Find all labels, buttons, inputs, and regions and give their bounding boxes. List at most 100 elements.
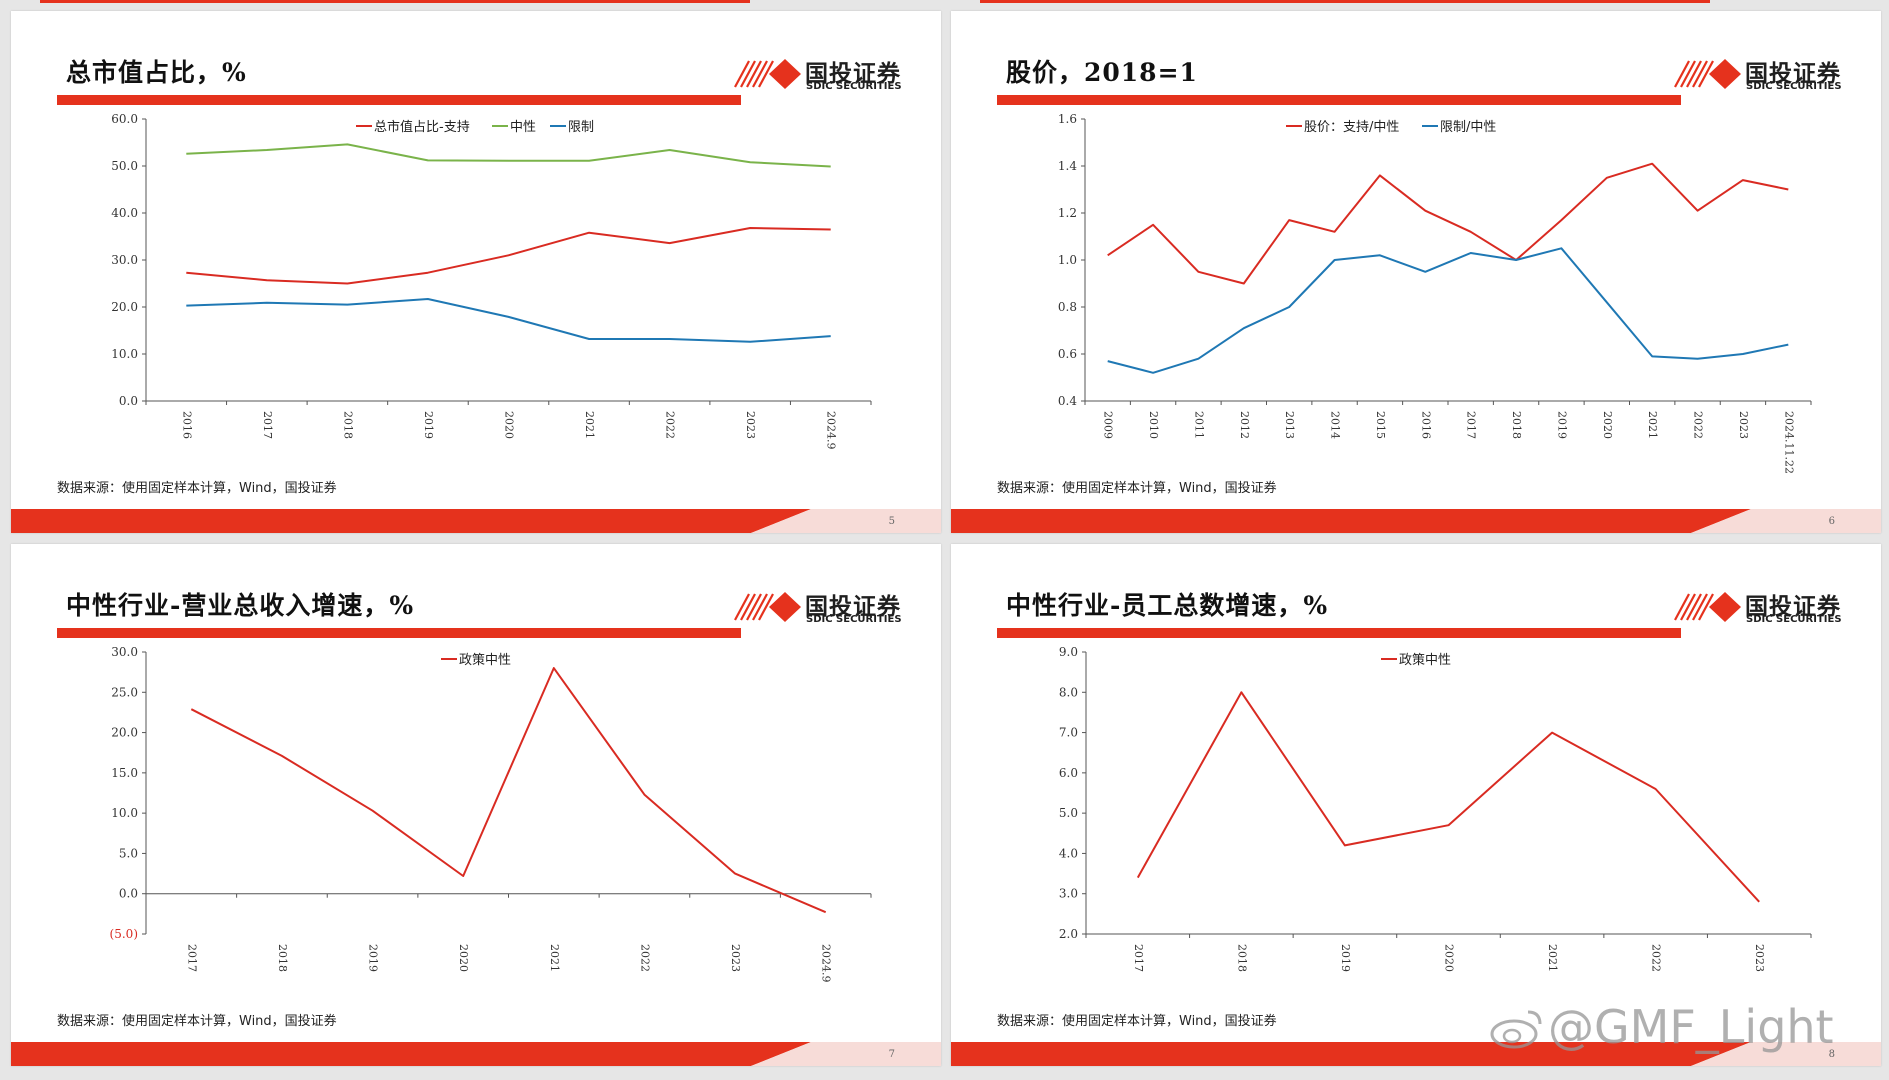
slide-title: 股价，2018=1 xyxy=(1006,58,1198,87)
x-tick-label: 2022 xyxy=(1650,944,1663,972)
y-tick-label: 7.0 xyxy=(1059,726,1078,740)
x-tick-label: 2020 xyxy=(1443,944,1456,972)
y-tick-label: 10.0 xyxy=(111,806,138,820)
y-tick-label: 4.0 xyxy=(1059,846,1078,860)
y-tick-label: 2.0 xyxy=(1059,927,1078,941)
bottom-bar xyxy=(951,1042,1881,1066)
x-tick-label: 2023 xyxy=(744,411,757,439)
x-tick-label: 2021 xyxy=(548,944,561,972)
logo-en-text: SDIC SECURITIES xyxy=(806,614,902,625)
y-tick-label: 20.0 xyxy=(111,300,138,314)
series-line xyxy=(186,227,831,285)
page-number: 5 xyxy=(888,516,895,527)
sdic-logo-mark xyxy=(734,59,801,89)
data-source: 数据来源：使用固定样本计算，Wind，国投证券 xyxy=(997,1014,1277,1029)
slide-4: 中性行业-员工总数增速，% 国投证券 SDIC SECURITIES 2.0 3.… xyxy=(951,544,1881,1066)
x-tick-label: 2013 xyxy=(1283,411,1296,439)
series-line xyxy=(1107,247,1789,374)
x-tick-label: 2018 xyxy=(1235,944,1248,972)
y-tick-label: 10.0 xyxy=(111,347,138,361)
y-tick-label: 1.2 xyxy=(1058,206,1077,220)
logo-en-text: SDIC SECURITIES xyxy=(806,81,902,92)
title-underline-bar xyxy=(997,95,1681,105)
logo-cn-text: 国投证券 xyxy=(1745,61,1841,87)
sdic-logo: 国投证券 SDIC SECURITIES xyxy=(733,590,923,628)
series-line xyxy=(1136,691,1760,903)
x-tick-label: 2010 xyxy=(1147,411,1160,439)
series-line xyxy=(1107,162,1789,285)
y-tick-label: 0.0 xyxy=(119,887,138,901)
slide-title: 中性行业-员工总数增速，% xyxy=(1006,591,1329,620)
y-tick-label: 30.0 xyxy=(111,645,138,659)
y-tick-label: 5.0 xyxy=(119,846,138,860)
slide-title: 中性行业-营业总收入增速，% xyxy=(66,591,415,620)
y-tick-label: 0.6 xyxy=(1058,347,1077,361)
x-tick-label: 2019 xyxy=(1555,411,1568,439)
chart-stock-price-index: 0.4 0.6 0.8 1.0 1.2 1.4 1.6 2009 2010 2011 2012 201… xyxy=(1058,112,1812,474)
legend-label: 限制 xyxy=(568,120,594,135)
series-line xyxy=(186,143,831,168)
y-tick-label: 50.0 xyxy=(111,159,138,173)
y-tick-label: 3.0 xyxy=(1059,887,1078,901)
logo-en-text: SDIC SECURITIES xyxy=(1746,81,1842,92)
sdic-logo-mark xyxy=(1674,592,1741,622)
x-tick-label: 2019 xyxy=(422,411,435,439)
legend-label: 股价：支持/中性 xyxy=(1304,120,1399,135)
x-tick-label: 2015 xyxy=(1374,411,1387,439)
logo-en-text: SDIC SECURITIES xyxy=(1746,614,1842,625)
x-tick-label: 2022 xyxy=(1692,411,1705,439)
page-number: 8 xyxy=(1828,1049,1835,1060)
chart-employee-growth: 2.0 3.0 4.0 5.0 6.0 7.0 8.0 9.0 2017 2018 2019 2020… xyxy=(1059,645,1812,972)
x-tick-label: 2017 xyxy=(261,411,274,439)
y-tick-label: 5.0 xyxy=(1059,806,1078,820)
slide-title: 总市值占比，% xyxy=(66,58,247,87)
x-tick-label: 2023 xyxy=(729,944,742,972)
x-tick-label: 2023 xyxy=(1737,411,1750,439)
x-tick-label: 2022 xyxy=(638,944,651,972)
legend-label: 限制/中性 xyxy=(1440,120,1496,135)
x-tick-label: 2018 xyxy=(341,411,354,439)
logo-cn-text: 国投证券 xyxy=(1745,594,1841,620)
x-tick-label: 2016 xyxy=(1419,411,1432,439)
bottom-bar xyxy=(11,509,941,533)
legend-label: 总市值占比-支持 xyxy=(374,119,470,135)
x-tick-label: 2016 xyxy=(180,411,193,439)
title-underline-bar xyxy=(57,628,741,638)
data-source: 数据来源：使用固定样本计算，Wind，国投证券 xyxy=(997,481,1277,496)
series-line xyxy=(186,298,831,343)
x-tick-label: 2021 xyxy=(583,411,596,439)
x-tick-label: 2020 xyxy=(503,411,516,439)
slide-3: 中性行业-营业总收入增速，% 国投证券 SDIC SECURITIES (5.0… xyxy=(11,544,941,1066)
x-tick-label: 2018 xyxy=(276,944,289,972)
y-tick-label: 60.0 xyxy=(111,112,138,126)
y-tick-label: 9.0 xyxy=(1059,645,1078,659)
y-tick-label: 1.0 xyxy=(1058,253,1077,267)
y-tick-label: 8.0 xyxy=(1059,685,1078,699)
x-tick-label: 2012 xyxy=(1238,411,1251,439)
title-underline-bar xyxy=(997,628,1681,638)
x-tick-label: 2021 xyxy=(1646,411,1659,439)
y-tick-label: 1.4 xyxy=(1058,159,1077,173)
y-tick-label: (5.0) xyxy=(110,927,138,941)
sdic-logo: 国投证券 SDIC SECURITIES xyxy=(1673,590,1863,628)
x-tick-label: 2024.9 xyxy=(825,411,838,450)
y-tick-label: 15.0 xyxy=(111,766,138,780)
sdic-logo-mark xyxy=(1674,59,1741,89)
y-tick-label: 1.6 xyxy=(1058,112,1077,126)
bottom-bar xyxy=(951,509,1881,533)
x-tick-label: 2020 xyxy=(1601,411,1614,439)
weibo-icon xyxy=(1490,1010,1542,1049)
data-source: 数据来源：使用固定样本计算，Wind，国投证券 xyxy=(57,1014,337,1029)
x-tick-label: 2017 xyxy=(1132,944,1145,972)
slide-2: 股价，2018=1 国投证券 SDIC SECURITIES 0.4 0.6 0.8… xyxy=(951,11,1881,533)
y-tick-label: 6.0 xyxy=(1059,766,1078,780)
sdic-logo: 国投证券 SDIC SECURITIES xyxy=(733,57,923,95)
y-tick-label: 0.4 xyxy=(1058,394,1077,408)
sdic-logo-mark xyxy=(734,592,801,622)
logo-cn-text: 国投证券 xyxy=(805,61,901,87)
legend-label: 政策中性 xyxy=(459,652,511,668)
page-number: 7 xyxy=(888,1049,895,1060)
page-number: 6 xyxy=(1828,516,1835,527)
x-tick-label: 2019 xyxy=(367,944,380,972)
series-line xyxy=(190,667,827,914)
